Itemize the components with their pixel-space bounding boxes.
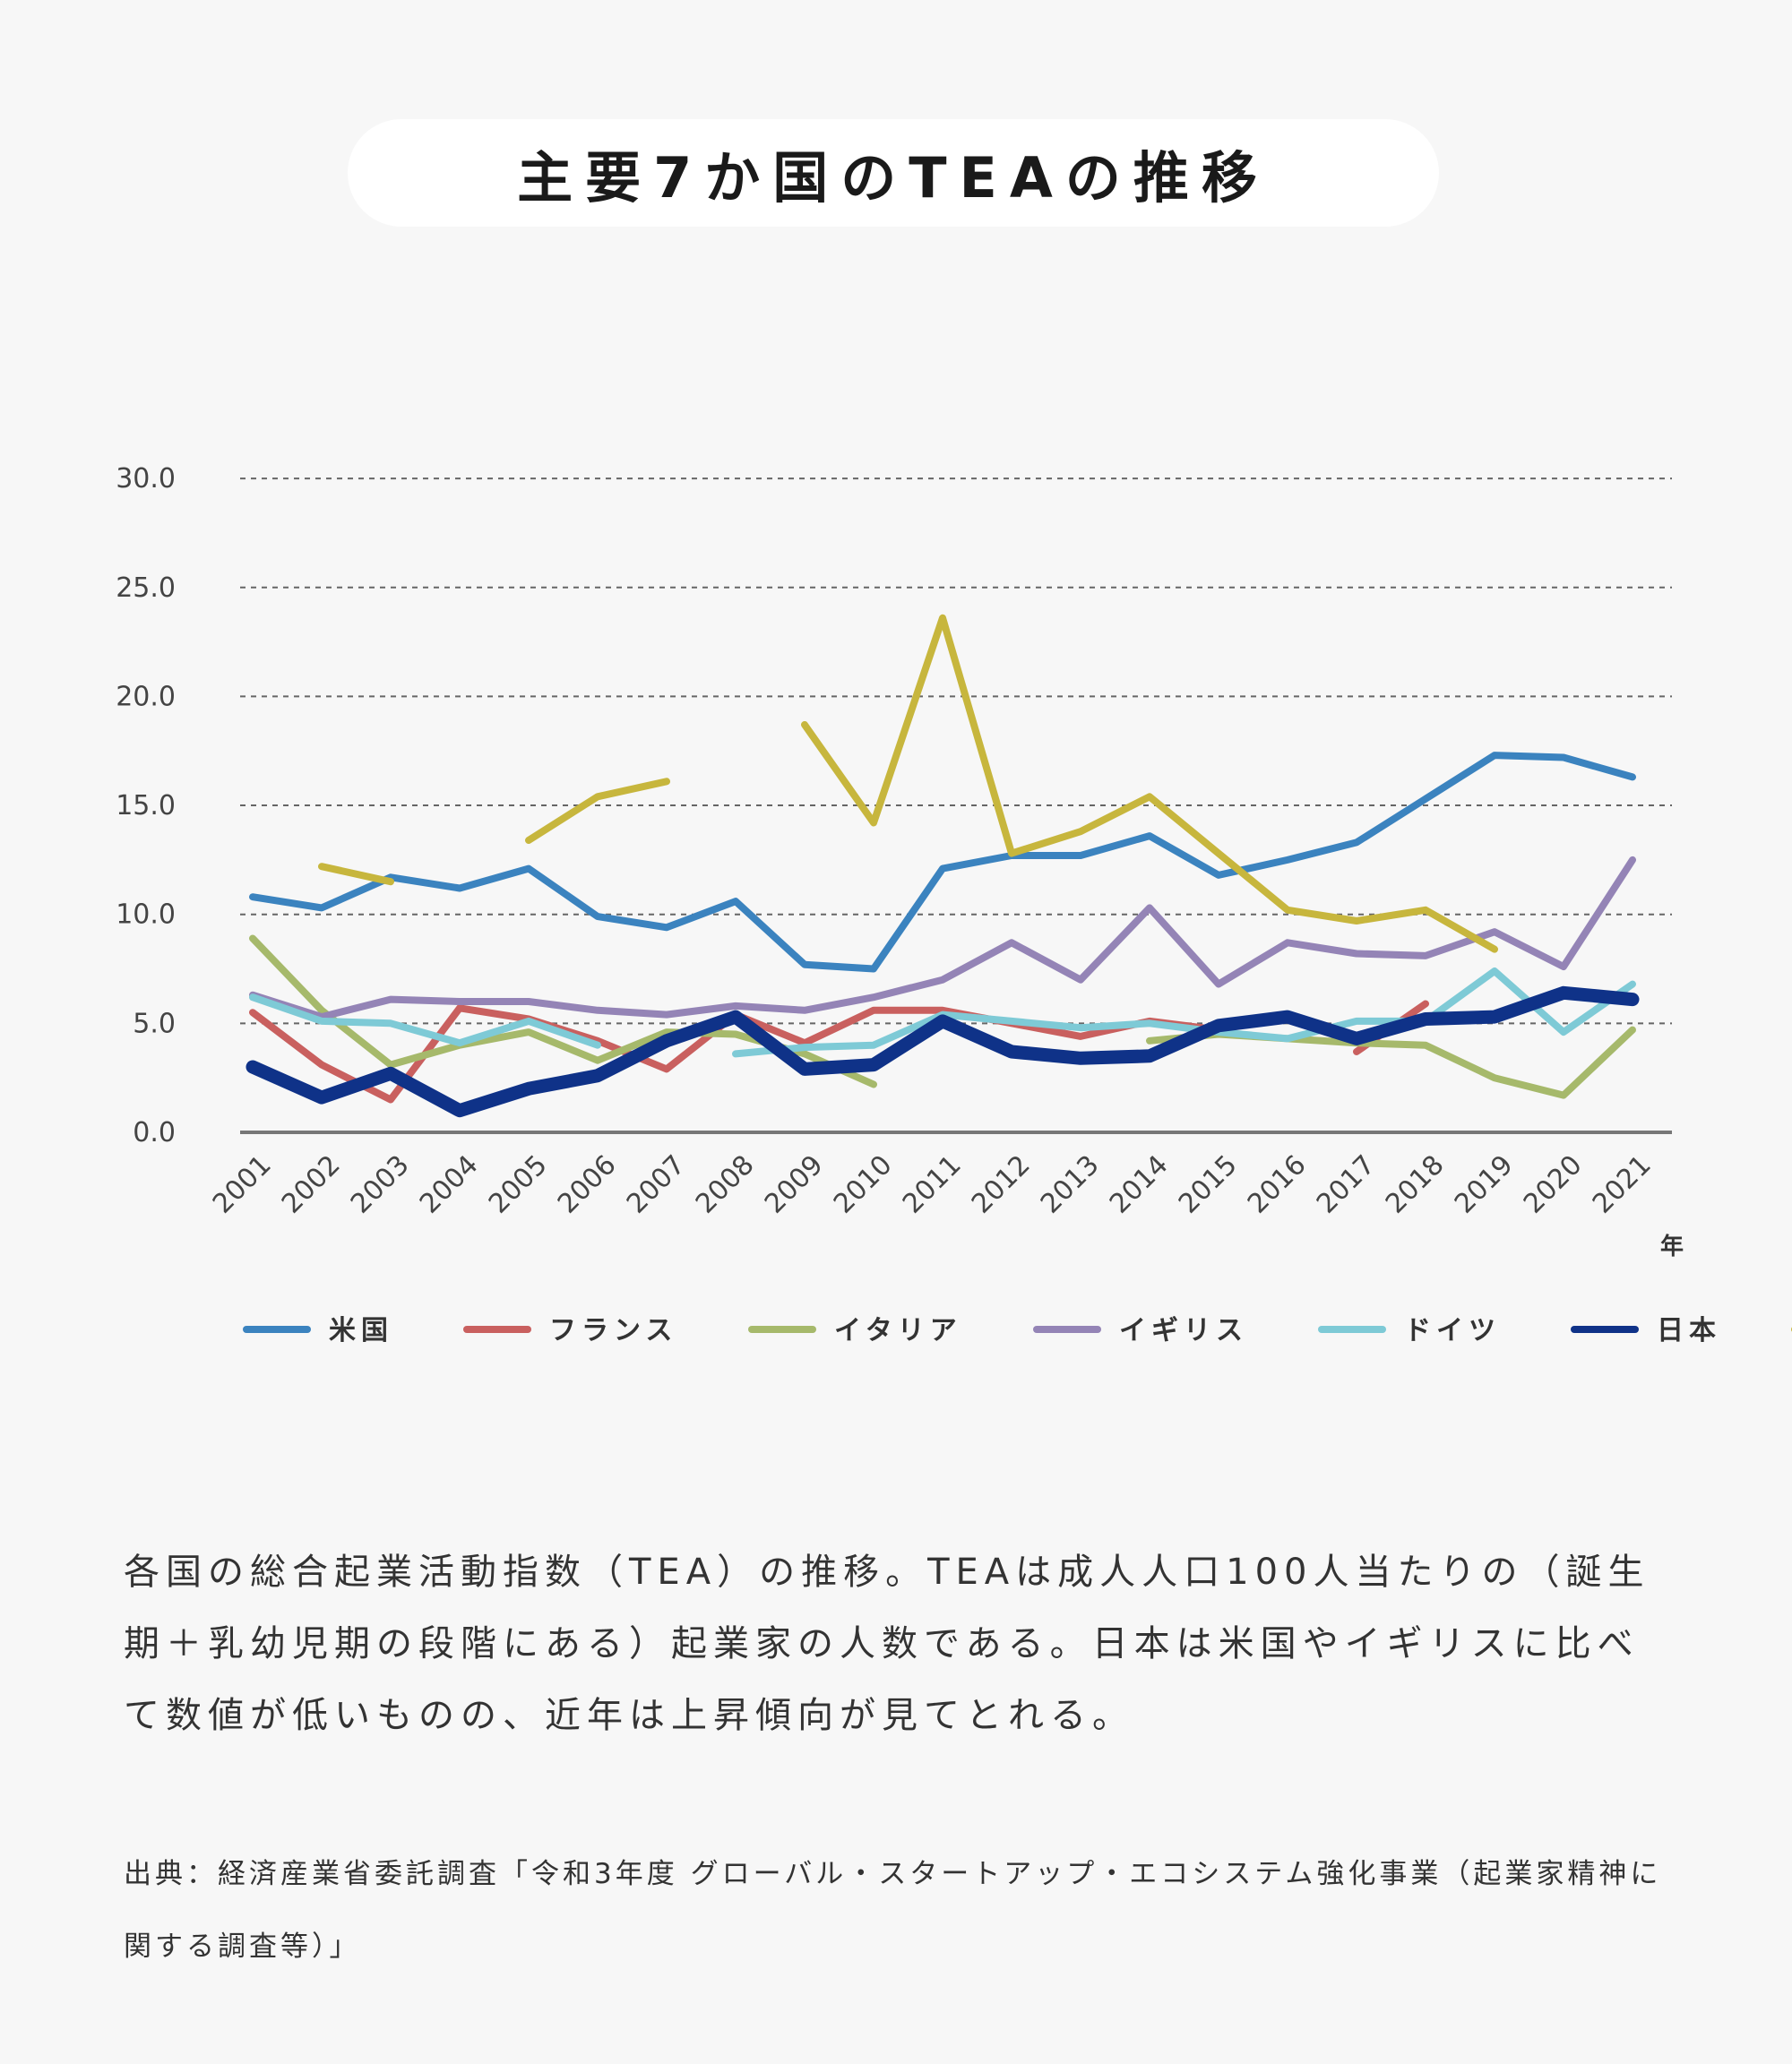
x-tick-label: 2016 <box>1242 1149 1313 1220</box>
series-line-segment <box>246 985 1640 1118</box>
chart-title: 主要7か国のTEAの推移 <box>517 145 1270 211</box>
series-line-segment <box>249 856 1636 1021</box>
y-axis-ticks: 0.0 5.0 10.0 15.0 20.0 25.0 30.0 <box>116 463 176 1148</box>
x-tick-label: 2007 <box>621 1149 692 1220</box>
legend-item: イギリス <box>1033 1315 1248 1346</box>
x-axis-unit-label: 年 <box>1660 1233 1684 1260</box>
x-axis-ticks: 2001200220032004200520062007200820092010… <box>207 1149 1658 1220</box>
grid-lines <box>240 477 1672 1025</box>
x-tick-label: 2012 <box>966 1149 1037 1220</box>
series-line-segment <box>318 863 394 886</box>
legend-label: イタリア <box>834 1315 962 1346</box>
x-tick-label: 2010 <box>828 1149 899 1220</box>
x-tick-label: 2005 <box>483 1149 554 1220</box>
series-6 <box>318 614 1498 953</box>
y-tick-label: 30.0 <box>116 463 176 494</box>
series-0 <box>249 752 1636 973</box>
x-tick-label: 2008 <box>690 1149 761 1220</box>
legend-item: フランス <box>463 1315 677 1346</box>
series-line-segment <box>249 993 601 1049</box>
x-tick-label: 2019 <box>1449 1149 1520 1220</box>
series-line-segment <box>801 614 1498 953</box>
legend-label: 日本 <box>1657 1315 1721 1346</box>
x-tick-label: 2015 <box>1173 1149 1244 1220</box>
series-lines <box>246 614 1640 1118</box>
legend-label: イギリス <box>1119 1315 1248 1346</box>
legend: 米国フランスイタリアイギリスドイツ日本中国 <box>243 1315 1792 1346</box>
y-tick-label: 25.0 <box>116 572 176 604</box>
y-tick-label: 0.0 <box>133 1117 176 1148</box>
legend-item: 米国 <box>243 1315 393 1346</box>
x-tick-label: 2002 <box>276 1149 347 1220</box>
legend-item: 日本 <box>1571 1315 1721 1346</box>
x-tick-label: 2013 <box>1035 1149 1106 1220</box>
legend-label: ドイツ <box>1404 1315 1501 1346</box>
x-tick-label: 2011 <box>897 1149 968 1220</box>
series-4 <box>249 968 1636 1058</box>
x-tick-label: 2017 <box>1311 1149 1382 1220</box>
x-tick-label: 2021 <box>1587 1149 1658 1220</box>
legend-item: イタリア <box>748 1315 962 1346</box>
y-tick-label: 5.0 <box>133 1008 176 1039</box>
series-5 <box>246 985 1640 1118</box>
series-3 <box>249 856 1636 1021</box>
x-tick-label: 2004 <box>414 1149 485 1220</box>
y-tick-label: 15.0 <box>116 790 176 821</box>
legend-label: フランス <box>549 1315 677 1346</box>
source-note: 出典：経済産業省委託調査「令和3年度 グローバル・スタートアップ・エコシステム強… <box>124 1858 1662 1963</box>
series-line-segment <box>1146 1026 1636 1099</box>
series-line-segment <box>249 752 1636 973</box>
title-pill: 主要7か国のTEAの推移 <box>348 119 1439 227</box>
legend-item: ドイツ <box>1318 1315 1501 1346</box>
series-line-segment <box>525 778 670 844</box>
x-tick-label: 2009 <box>759 1149 830 1220</box>
x-tick-label: 2018 <box>1380 1149 1451 1220</box>
x-tick-label: 2020 <box>1518 1149 1589 1220</box>
x-tick-label: 2014 <box>1104 1149 1175 1220</box>
y-tick-label: 10.0 <box>116 899 176 931</box>
series-line-segment <box>732 968 1636 1058</box>
chart-caption: 各国の総合起業活動指数（TEA）の推移。TEAは成人人口100人当たりの（誕生期… <box>124 1552 1650 1736</box>
x-tick-label: 2006 <box>552 1149 623 1220</box>
line-chart: 0.05.010.015.020.025.030.0 2001200220032… <box>116 463 1792 1346</box>
x-tick-label: 2003 <box>345 1149 416 1220</box>
legend-label: 米国 <box>329 1315 393 1346</box>
y-tick-label: 20.0 <box>116 681 176 712</box>
x-tick-label: 2001 <box>207 1149 278 1220</box>
